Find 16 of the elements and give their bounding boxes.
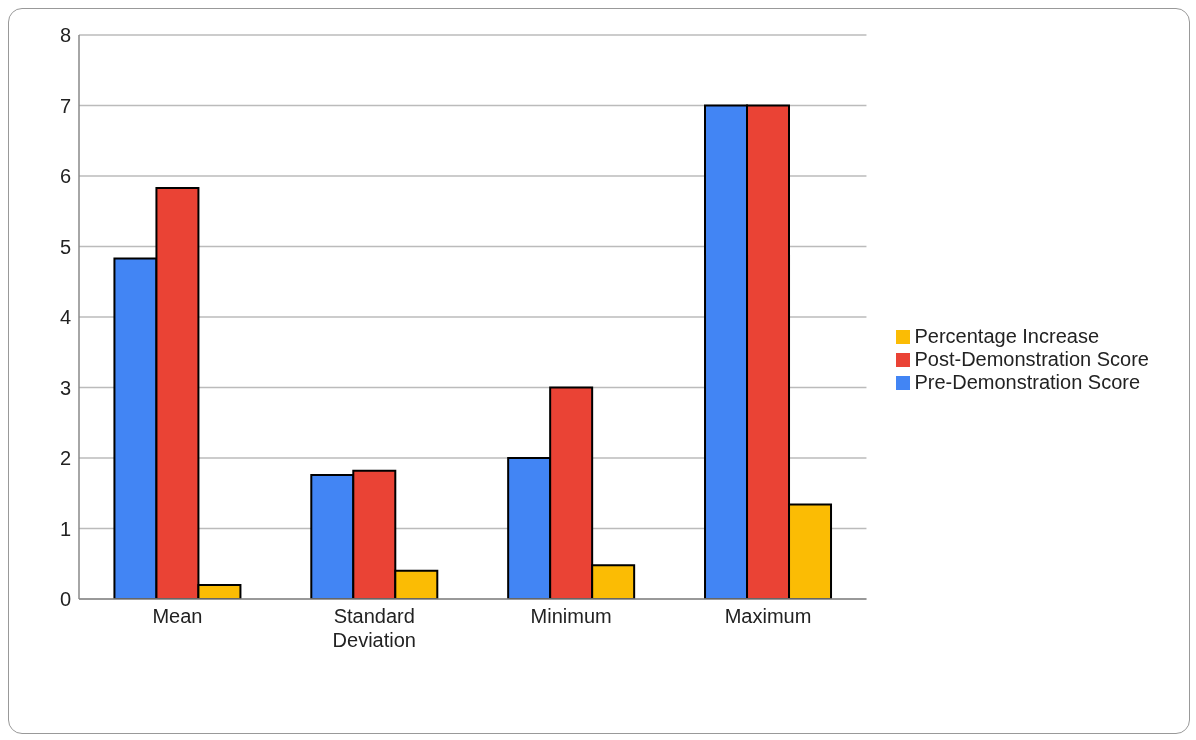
y-tick-label: 6 — [59, 165, 71, 188]
x-tick-label: Mean — [152, 605, 203, 627]
y-tick-label: 2 — [59, 447, 71, 470]
y-tick-label: 0 — [59, 588, 71, 611]
legend-label: Percentage Increase — [914, 324, 1100, 347]
x-tick-label: Minimum — [530, 605, 612, 627]
y-tick-label: 7 — [59, 94, 71, 117]
y-tick-label: 3 — [59, 376, 71, 399]
y-tick-label: 5 — [59, 235, 71, 258]
y-tick-label: 4 — [59, 306, 71, 329]
x-tick-label: Maximum — [724, 605, 812, 627]
legend-label: Pre-Demonstration Score — [914, 370, 1141, 393]
y-tick-label: 1 — [59, 517, 71, 540]
x-tick-label: Standard Deviation — [332, 605, 416, 651]
y-tick-label: 8 — [59, 24, 71, 47]
legend-label: Post-Demonstration Score — [914, 347, 1149, 370]
